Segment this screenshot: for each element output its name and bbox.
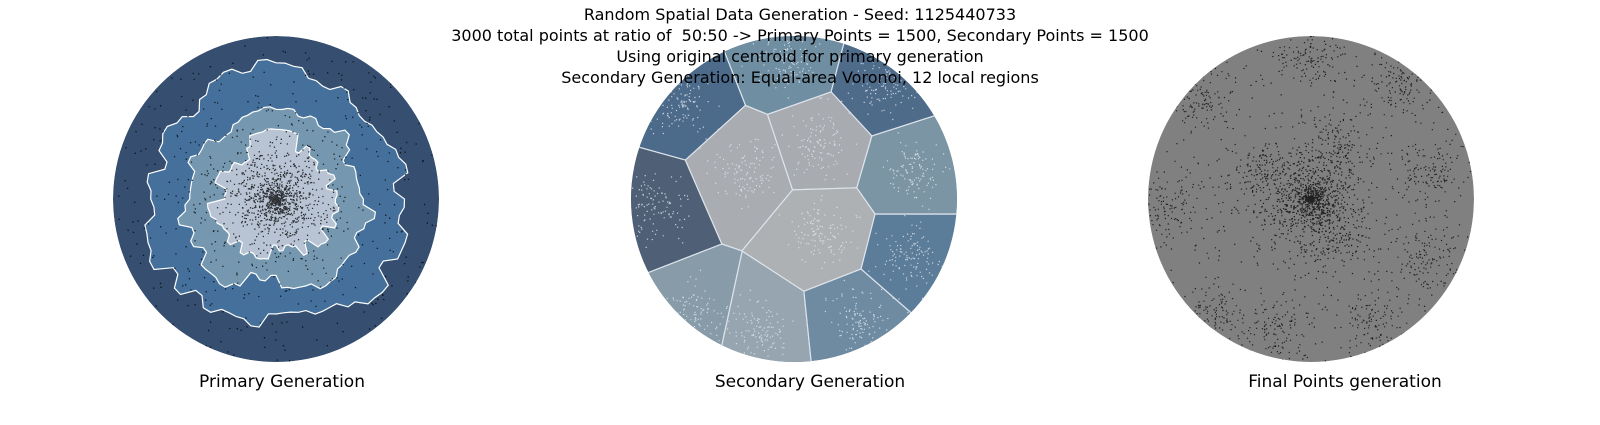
final-points-area <box>1148 36 1474 362</box>
voronoi-region <box>741 187 876 292</box>
secondary-points <box>631 36 951 362</box>
voronoi-region <box>830 36 957 137</box>
primary-generation-label: Primary Generation <box>199 372 365 392</box>
final-points <box>1148 36 1474 362</box>
primary-points <box>118 37 437 362</box>
primary-rings <box>113 36 439 362</box>
secondary-generation-label: Secondary Generation <box>714 372 906 392</box>
secondary-regions <box>631 36 957 362</box>
final-points-label: Final Points generation <box>1248 372 1442 392</box>
